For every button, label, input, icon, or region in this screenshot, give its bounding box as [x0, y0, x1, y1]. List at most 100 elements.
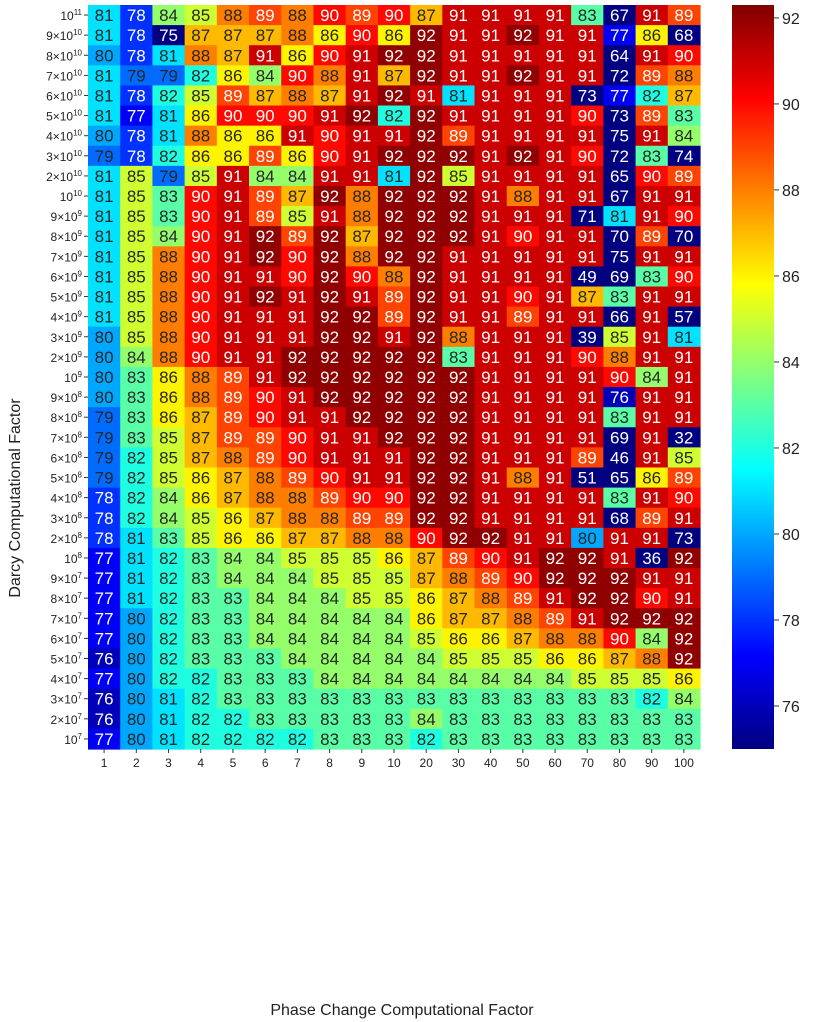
heatmap-cell	[184, 246, 218, 268]
heatmap-cell	[249, 708, 282, 730]
cell-value-label: 91	[578, 408, 597, 427]
heatmap-cell	[345, 306, 379, 328]
cell-value-label: 92	[674, 650, 693, 669]
heatmap-cell	[538, 628, 572, 650]
heatmap-cell	[635, 145, 669, 167]
heatmap-cell	[345, 326, 379, 348]
cell-value-label: 87	[610, 650, 629, 669]
heatmap-cell	[120, 387, 154, 408]
heatmap-cell	[474, 467, 508, 489]
cell-value-label: 92	[449, 509, 468, 528]
heatmap-cell	[571, 226, 604, 247]
cell-value-label: 75	[610, 247, 629, 266]
heatmap-cell	[603, 25, 637, 46]
cell-value-label: 92	[352, 107, 371, 126]
cell-value-label: 83	[513, 690, 532, 709]
heatmap-cell	[506, 568, 540, 589]
heatmap-cell	[506, 105, 540, 127]
cell-value-label: 82	[159, 147, 178, 166]
heatmap-cell	[506, 427, 540, 448]
heatmap-cell	[442, 628, 476, 650]
heatmap-cell	[88, 306, 121, 328]
heatmap-cell	[313, 728, 347, 750]
x-tick-label: 80	[613, 756, 627, 770]
cell-value-label: 83	[610, 489, 629, 508]
heatmap-cell	[667, 568, 701, 589]
heatmap-cell	[603, 547, 637, 569]
heatmap-cell	[603, 648, 637, 670]
heatmap-cell	[506, 226, 540, 247]
cell-value-label: 90	[674, 489, 693, 508]
heatmap-cell	[506, 648, 540, 670]
cell-value-label: 86	[449, 629, 468, 648]
heatmap-cell	[442, 668, 476, 690]
heatmap-cell	[184, 45, 218, 66]
heatmap-cell	[410, 5, 443, 26]
cell-value-label: 88	[256, 489, 275, 508]
cell-value-label: 91	[481, 187, 500, 206]
x-tick-label: 2	[133, 756, 140, 770]
cell-value-label: 91	[223, 308, 242, 327]
cell-value-label: 89	[385, 509, 404, 528]
cell-value-label: 92	[417, 489, 436, 508]
cell-value-label: 91	[352, 288, 371, 307]
cell-value-label: 71	[578, 207, 597, 226]
heatmap-cell	[667, 407, 701, 428]
x-tick-label: 7	[294, 756, 301, 770]
heatmap-cell	[538, 286, 572, 308]
heatmap-cell	[667, 427, 701, 448]
cell-value-label: 78	[127, 147, 146, 166]
heatmap-cell	[249, 25, 282, 46]
colorbar-tick-label: 76	[782, 699, 800, 716]
heatmap-cell	[474, 648, 508, 670]
x-tick-label: 6	[262, 756, 269, 770]
heatmap-cell	[410, 165, 443, 187]
cell-value-label: 76	[95, 710, 114, 729]
heatmap-cell	[345, 246, 379, 268]
cell-value-label: 84	[385, 650, 404, 669]
heatmap-cell	[249, 346, 282, 368]
cell-value-label: 91	[546, 86, 565, 105]
y-tick-label: 9×108	[51, 390, 83, 405]
heatmap-cell	[603, 246, 637, 268]
cell-value-label: 84	[256, 167, 275, 186]
heatmap-cell	[667, 487, 701, 509]
heatmap-cell	[152, 105, 186, 127]
cell-value-label: 84	[288, 650, 307, 669]
cell-value-label: 91	[481, 86, 500, 105]
heatmap-cell	[538, 5, 572, 26]
x-tick-label: 5	[230, 756, 237, 770]
cell-value-label: 90	[352, 489, 371, 508]
cell-value-label: 92	[674, 609, 693, 628]
heatmap-cell	[313, 688, 347, 710]
heatmap-cell	[281, 608, 315, 629]
y-tick-label: 8×109	[51, 229, 83, 244]
cell-value-label: 85	[127, 328, 146, 347]
heatmap-cell	[216, 85, 250, 107]
heatmap-cell	[281, 568, 315, 589]
cell-value-label: 85	[674, 448, 693, 467]
cell-value-label: 83	[191, 629, 210, 648]
heatmap-cell	[313, 45, 347, 66]
heatmap-cell	[216, 145, 250, 167]
cell-value-label: 74	[674, 147, 693, 166]
cell-value-label: 86	[642, 26, 661, 45]
heatmap-cell	[184, 5, 218, 26]
heatmap-cell	[571, 185, 604, 207]
heatmap-cell	[603, 668, 637, 690]
cell-value-label: 89	[223, 86, 242, 105]
heatmap-cell	[281, 165, 315, 187]
cell-value-label: 91	[610, 549, 629, 568]
cell-value-label: 78	[95, 529, 114, 548]
heatmap-cell	[313, 588, 347, 609]
cell-value-label: 91	[223, 227, 242, 246]
heatmap-cell	[249, 105, 282, 127]
cell-value-label: 91	[642, 328, 661, 347]
heatmap-cell	[377, 467, 411, 489]
heatmap-cell	[249, 326, 282, 348]
cell-value-label: 91	[352, 147, 371, 166]
heatmap-cell	[249, 728, 282, 750]
cell-value-label: 92	[417, 207, 436, 226]
cell-value-label: 91	[288, 308, 307, 327]
cell-value-label: 89	[223, 428, 242, 447]
